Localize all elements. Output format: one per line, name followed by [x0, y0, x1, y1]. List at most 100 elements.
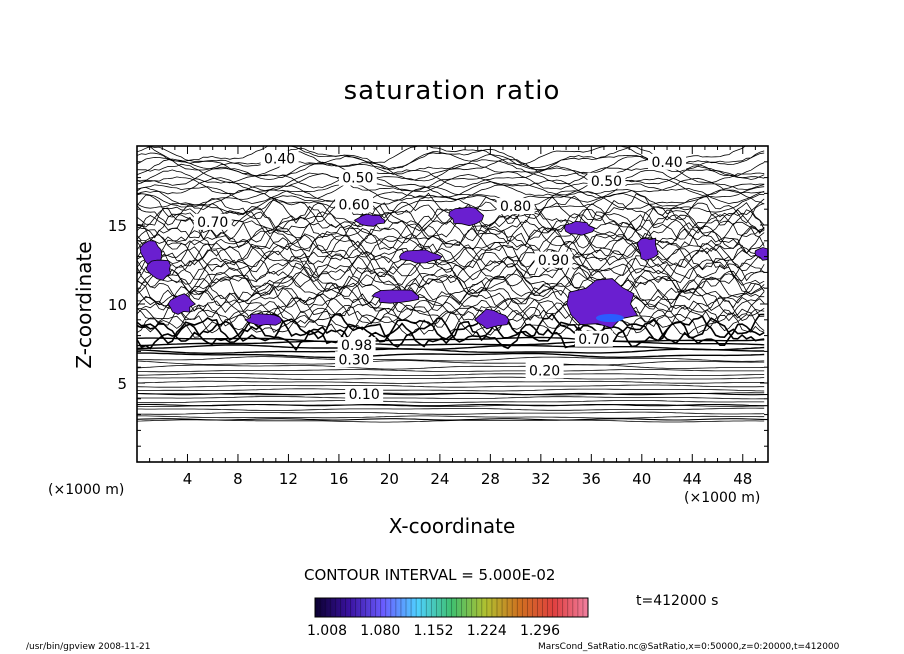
- contour-line: [137, 415, 765, 419]
- contour-line: [137, 274, 765, 305]
- contour-line: [137, 235, 765, 265]
- contour-line: [137, 418, 768, 421]
- contour-line: [137, 312, 765, 345]
- contour-label: 0.70: [197, 215, 228, 231]
- y-tick-label: 5: [117, 375, 127, 393]
- contour-line: [137, 302, 765, 333]
- contour-interval-label: CONTOUR INTERVAL = 5.000E-02: [304, 566, 556, 584]
- supersaturated-region: [353, 213, 386, 227]
- supersaturated-region: [754, 247, 768, 261]
- y-tick-label: 15: [108, 217, 127, 235]
- x-tick-label: 16: [329, 470, 348, 488]
- contour-line: [137, 396, 765, 400]
- supersaturated-region: [371, 289, 420, 304]
- contour-line: [137, 400, 765, 404]
- colorbar-tick-label: 1.296: [520, 623, 560, 639]
- x-tick-label: 36: [582, 470, 601, 488]
- contour-line: [137, 356, 765, 362]
- x-tick-label: 24: [430, 470, 449, 488]
- contour-line: [137, 208, 765, 239]
- footer-right: MarsCond_SatRatio.nc@SatRatio,x=0:50000,…: [538, 642, 840, 652]
- contour-line: [137, 384, 765, 388]
- contour-label: 0.90: [538, 253, 569, 269]
- contour-line: [137, 411, 765, 415]
- contour-line: [137, 360, 765, 366]
- contour-line: [137, 407, 765, 411]
- contour-lines: [137, 146, 768, 423]
- contour-line: [137, 282, 765, 314]
- x-tick-label: 28: [481, 470, 500, 488]
- contour-line: [137, 277, 765, 309]
- contour-line: [137, 419, 765, 423]
- contour-line: [137, 293, 765, 323]
- contour-line: [137, 316, 765, 348]
- supersaturated-region: [399, 249, 443, 264]
- contour-line: [137, 185, 765, 208]
- contour-line: [137, 193, 765, 216]
- x-axis-label: X-coordinate: [388, 514, 516, 538]
- contour-label-bg: [338, 169, 377, 186]
- contour-line: [137, 225, 765, 255]
- contour-label: 0.98: [341, 338, 372, 354]
- contour-label: 0.10: [349, 387, 380, 403]
- contour-label: 0.20: [529, 363, 560, 379]
- contour-label-bg: [648, 153, 687, 170]
- contour-line: [137, 309, 765, 339]
- colorbar-tick-label: 1.008: [307, 623, 347, 639]
- colorbar-tick-label: 1.224: [467, 623, 507, 639]
- y-tick-label: 10: [108, 296, 127, 314]
- contour-label-bg: [335, 196, 374, 213]
- contour-line: [137, 388, 765, 392]
- contour-label-bg: [193, 213, 232, 230]
- colorbar-tick-label: 1.080: [360, 623, 400, 639]
- contour-line: [137, 266, 765, 297]
- supersaturated-region: [448, 206, 485, 227]
- supersaturated-region: [473, 308, 510, 330]
- contour-line: [137, 216, 765, 248]
- contour-label-bg: [525, 362, 564, 379]
- supersaturated-region: [244, 313, 283, 326]
- contour-label-bg: [587, 172, 626, 189]
- contour-line: [137, 380, 765, 384]
- time-label: t=412000 s: [636, 593, 719, 609]
- contour-line: [137, 376, 765, 380]
- contour-line: [137, 221, 765, 250]
- contour-label-bg: [574, 330, 613, 347]
- supersaturated-region: [636, 237, 659, 261]
- chart-title: saturation ratio: [343, 76, 561, 106]
- contour-label: 0.60: [338, 197, 369, 213]
- contour-line: [137, 259, 765, 290]
- contour-line: [137, 369, 765, 373]
- contour-line: [137, 247, 765, 278]
- contour-label-bg: [496, 198, 535, 215]
- contour-label-bg: [345, 386, 384, 403]
- x-tick-label: 4: [183, 470, 193, 488]
- contour-line: [137, 352, 765, 359]
- contour-line: [137, 344, 765, 351]
- contour-line: [137, 189, 765, 212]
- x-tick-label: 40: [632, 470, 651, 488]
- contour-line: [137, 392, 768, 396]
- x-tick-label: 12: [279, 470, 298, 488]
- contour-label: 0.50: [342, 171, 373, 187]
- contour-label: 0.40: [651, 155, 682, 171]
- x-axis-unit: (×1000 m): [684, 490, 761, 506]
- contour-label: 0.50: [591, 174, 622, 190]
- contour-label: 0.30: [338, 352, 369, 368]
- contour-line: [137, 403, 768, 407]
- colorbar: [314, 597, 589, 618]
- contour-label-bg: [534, 251, 573, 268]
- contour-label: 0.40: [264, 152, 295, 168]
- contour-line: [137, 348, 765, 354]
- contour-label-bg: [337, 337, 376, 354]
- x-tick-label: 44: [683, 470, 702, 488]
- contour-line: [137, 271, 765, 301]
- contour-line: [137, 181, 765, 205]
- x-tick-label: 48: [733, 470, 752, 488]
- contour-line: [137, 373, 765, 376]
- contour-line: [137, 340, 765, 347]
- contour-line: [137, 196, 765, 227]
- x-tick-label: 8: [233, 470, 243, 488]
- supersaturated-region: [145, 259, 172, 281]
